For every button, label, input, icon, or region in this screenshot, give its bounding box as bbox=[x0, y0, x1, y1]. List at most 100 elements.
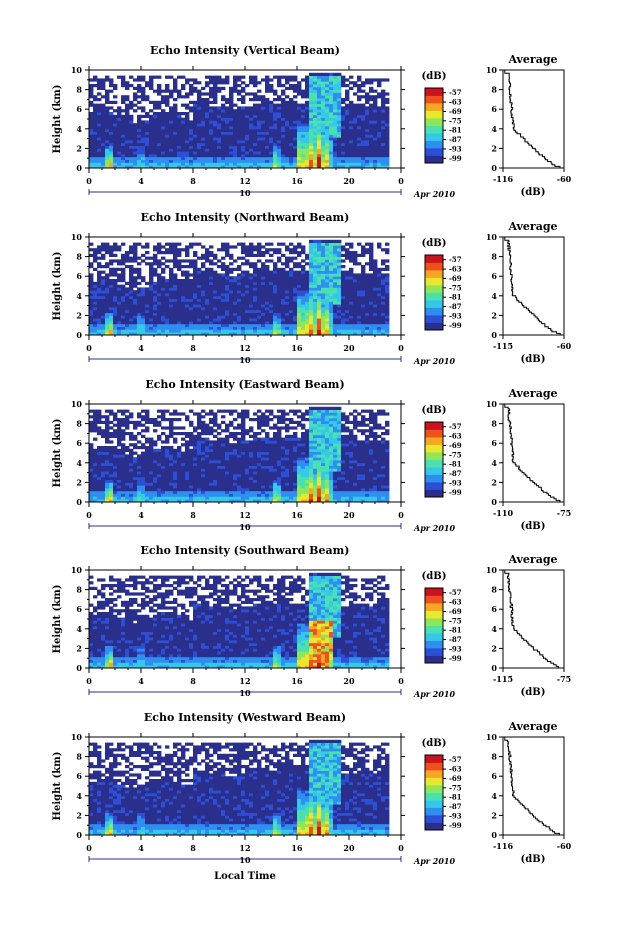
colorbar-swatch bbox=[425, 142, 443, 145]
heatmap-cell bbox=[133, 476, 138, 480]
heatmap-cell bbox=[109, 159, 114, 163]
heatmap-cell bbox=[117, 301, 122, 305]
heatmap-cell bbox=[89, 154, 94, 158]
heatmap-cell bbox=[137, 123, 142, 127]
heatmap-cell bbox=[381, 309, 386, 313]
heatmap-cell bbox=[169, 284, 174, 288]
heatmap-cell bbox=[101, 490, 106, 494]
heatmap-cell bbox=[145, 446, 150, 450]
heatmap-cell bbox=[213, 109, 218, 113]
heatmap-cell bbox=[101, 145, 106, 149]
heatmap-cell bbox=[305, 140, 310, 144]
heatmap-cell bbox=[313, 89, 318, 93]
heatmap-cell bbox=[105, 290, 110, 294]
heatmap-cell bbox=[317, 273, 322, 277]
heatmap-cell bbox=[145, 301, 150, 305]
heatmap-cell bbox=[161, 156, 166, 160]
heatmap-cell bbox=[289, 290, 294, 294]
colorbar-swatch bbox=[425, 303, 443, 307]
heatmap-cell bbox=[149, 279, 154, 283]
heatmap-cell bbox=[309, 281, 314, 285]
heatmap-cell bbox=[305, 148, 310, 152]
heatmap-cell bbox=[377, 95, 382, 99]
heatmap-cell bbox=[173, 162, 178, 166]
colorbar-swatch bbox=[425, 127, 443, 130]
heatmap-cell bbox=[105, 312, 110, 316]
colorbar-swatch bbox=[425, 255, 443, 258]
colorbar-swatch bbox=[425, 91, 443, 95]
heatmap-cell bbox=[265, 281, 270, 285]
heatmap-cell bbox=[289, 123, 294, 127]
heatmap-cell bbox=[137, 117, 142, 121]
heatmap-cell bbox=[137, 120, 142, 124]
heatmap-cell bbox=[181, 287, 186, 291]
heatmap-cell bbox=[325, 112, 330, 116]
heatmap-cell bbox=[333, 75, 338, 79]
heatmap-cell bbox=[161, 154, 166, 158]
heatmap-cell bbox=[141, 140, 146, 144]
heatmap-cell bbox=[329, 142, 334, 146]
heatmap-cell bbox=[137, 95, 142, 99]
heatmap-cell bbox=[153, 103, 158, 107]
heatmap-cell bbox=[141, 326, 146, 330]
heatmap-cell bbox=[213, 326, 218, 330]
heatmap-cell bbox=[205, 109, 210, 113]
heatmap-cell bbox=[373, 140, 378, 144]
heatmap-cell bbox=[133, 451, 138, 455]
heatmap-cell bbox=[273, 114, 278, 118]
heatmap-cell bbox=[121, 295, 126, 299]
heatmap-cell bbox=[93, 309, 98, 313]
heatmap-cell bbox=[157, 307, 162, 311]
heatmap-cell bbox=[113, 415, 118, 419]
heatmap-cell bbox=[89, 262, 94, 266]
heatmap-cell bbox=[333, 86, 338, 90]
heatmap-cell bbox=[169, 92, 174, 96]
heatmap-cell bbox=[145, 281, 150, 285]
heatmap-cell bbox=[209, 276, 214, 280]
heatmap-cell bbox=[173, 126, 178, 130]
heatmap-cell bbox=[233, 307, 238, 311]
heatmap-cell bbox=[325, 154, 330, 158]
heatmap-cell bbox=[201, 309, 206, 313]
heatmap-cell bbox=[197, 98, 202, 102]
heatmap-cell bbox=[253, 273, 258, 277]
heatmap-cell bbox=[129, 412, 134, 416]
heatmap-cell bbox=[129, 443, 134, 447]
heatmap-cell bbox=[153, 281, 158, 285]
heatmap-cell bbox=[197, 95, 202, 99]
heatmap-cell bbox=[125, 287, 130, 291]
heatmap-cell bbox=[161, 276, 166, 280]
heatmap-cell bbox=[209, 131, 214, 135]
heatmap-cell bbox=[297, 276, 302, 280]
heatmap-cell bbox=[173, 140, 178, 144]
heatmap-cell bbox=[373, 112, 378, 116]
heatmap-cell bbox=[221, 123, 226, 127]
heatmap-cell bbox=[121, 329, 126, 333]
heatmap-cell bbox=[129, 156, 134, 160]
heatmap-cell bbox=[201, 318, 206, 322]
heatmap-cell bbox=[325, 98, 330, 102]
heatmap-cell bbox=[325, 315, 330, 319]
heatmap-cell bbox=[369, 321, 374, 325]
heatmap-cell bbox=[273, 329, 278, 333]
heatmap-cell bbox=[117, 432, 122, 436]
heatmap-cell bbox=[317, 321, 322, 325]
heatmap-cell bbox=[125, 471, 130, 475]
heatmap-cell bbox=[253, 262, 258, 266]
heatmap-cell bbox=[113, 298, 118, 302]
heatmap-cell bbox=[309, 323, 314, 327]
heatmap-cell bbox=[101, 276, 106, 280]
heatmap-cell bbox=[285, 315, 290, 319]
heatmap-cell bbox=[213, 126, 218, 130]
heatmap-cell bbox=[381, 128, 386, 132]
heatmap-cell bbox=[333, 123, 338, 127]
heatmap-cell bbox=[309, 298, 314, 302]
heatmap-cell bbox=[333, 239, 338, 243]
heatmap-cell bbox=[97, 114, 102, 118]
heatmap-cell bbox=[89, 162, 94, 166]
heatmap-cell bbox=[337, 120, 342, 124]
heatmap-cell bbox=[121, 126, 126, 130]
heatmap-cell bbox=[233, 290, 238, 294]
heatmap-cell bbox=[117, 120, 122, 124]
heatmap-cell bbox=[157, 123, 162, 127]
